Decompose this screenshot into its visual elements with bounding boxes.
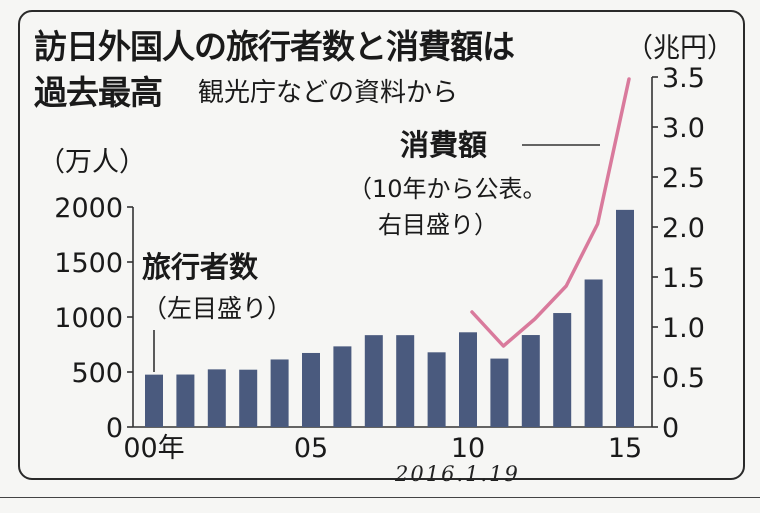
right-axis-tick-label: 2.0 xyxy=(662,213,705,244)
series-label-visitors: 旅行者数 xyxy=(142,250,259,284)
bar-visitors xyxy=(333,346,352,427)
series-sublabel-consumption-line-1: （10年から公表。 xyxy=(348,175,547,203)
left-axis-tick-label: 2000 xyxy=(54,193,123,224)
right-axis-tick-label: 3.5 xyxy=(662,63,705,94)
chart-title-line-2: 過去最高 xyxy=(34,73,163,112)
right-axis-tick-label: 2.5 xyxy=(662,163,705,194)
x-axis-tick-label: 10 xyxy=(451,433,485,464)
x-axis-tick-label: 00年 xyxy=(123,433,184,464)
bar-visitors xyxy=(521,335,540,427)
left-axis-tick-label: 1500 xyxy=(54,248,123,279)
series-label-consumption: 消費額 xyxy=(400,128,487,162)
left-axis-tick-label: 0 xyxy=(106,413,123,444)
bar-visitors xyxy=(396,335,415,427)
chart-title-line-1: 訪日外国人の旅行者数と消費額は xyxy=(34,27,515,66)
series-sublabel-consumption-line-2: 右目盛り） xyxy=(378,211,498,239)
series-sublabel-visitors: （左目盛り） xyxy=(142,294,292,323)
right-axis-tick-label: 3.0 xyxy=(662,113,705,144)
bar-visitors xyxy=(239,369,258,427)
bar-visitors xyxy=(302,352,320,427)
right-axis-tick-label: 1.5 xyxy=(662,263,705,294)
bar-visitors xyxy=(616,209,634,427)
right-axis-unit: （兆円） xyxy=(626,33,734,64)
bar-visitors xyxy=(490,358,509,427)
bar-visitors xyxy=(584,279,603,427)
right-axis-tick-label: 1.0 xyxy=(662,313,705,344)
left-axis-tick-label: 500 xyxy=(71,358,123,389)
x-axis-tick-label: 05 xyxy=(294,433,328,464)
right-axis-tick-label: 0.5 xyxy=(662,363,705,394)
bar-visitors xyxy=(270,359,289,427)
date-stamp: 2016.1.19 xyxy=(395,462,520,486)
chart-frame xyxy=(18,10,745,480)
source-note: 観光庁などの資料から xyxy=(198,78,459,108)
right-axis-tick-label: 0 xyxy=(662,413,679,444)
left-axis-unit: （万人） xyxy=(38,147,146,178)
line-consumption xyxy=(470,77,631,348)
left-axis-tick-label: 1000 xyxy=(54,303,123,334)
bar-visitors xyxy=(553,313,572,427)
bar-visitors xyxy=(207,369,226,427)
x-axis-tick-label: 15 xyxy=(608,433,642,464)
bar-visitors xyxy=(364,335,383,427)
bar-visitors xyxy=(145,374,163,427)
bar-visitors xyxy=(176,374,195,427)
bar-visitors xyxy=(459,332,477,427)
bottom-divider xyxy=(0,497,760,498)
bar-visitors xyxy=(427,352,446,427)
